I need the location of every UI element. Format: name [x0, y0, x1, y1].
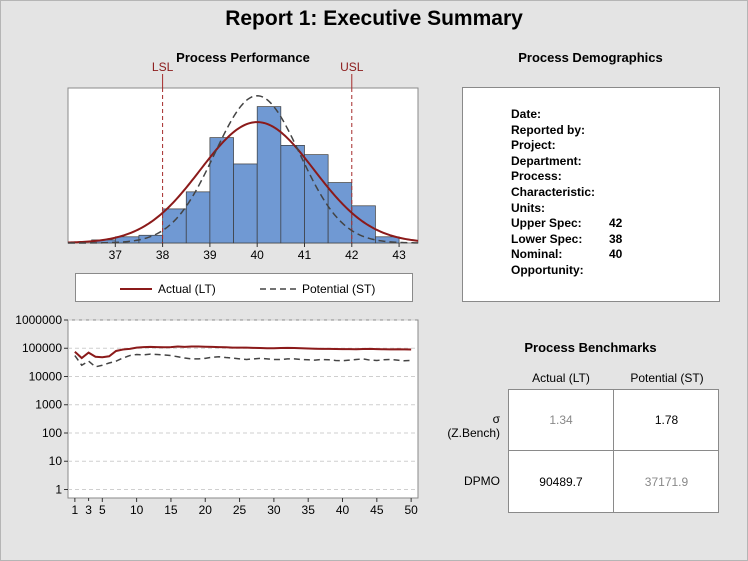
demographic-label: Lower Spec:	[511, 231, 583, 246]
legend-actual: Actual (LT)	[120, 282, 216, 296]
dpmo-actual-cell: 90489.7	[509, 451, 614, 512]
histogram-bar	[375, 236, 400, 244]
lsl-label: LSL	[152, 60, 174, 74]
histogram-x-tick-label: 42	[345, 248, 359, 262]
bench-row-dpmo: DPMO	[464, 474, 500, 488]
trend-x-tick-label: 40	[336, 503, 350, 517]
potential-curve	[68, 94, 419, 244]
trend-x-tick-label: 30	[267, 503, 281, 517]
demographic-label: Opportunity:	[511, 262, 584, 277]
bench-sigma-sub: (Z.Bench)	[447, 426, 500, 440]
demographic-row: Opportunity:	[511, 263, 622, 279]
bench-sigma-symbol: σ	[492, 412, 500, 426]
demographic-label: Characteristic:	[511, 184, 596, 199]
trend-y-tick-label: 1	[55, 482, 62, 496]
trend-y-tick-label: 100	[42, 426, 62, 440]
trend-x-tick-label: 25	[233, 503, 247, 517]
bench-col-actual: Actual (LT)	[532, 371, 590, 385]
histogram-x-tick-label: 41	[298, 248, 312, 262]
process-performance-title: Process Performance	[176, 50, 310, 65]
actual-curve	[67, 121, 419, 244]
trend-y-tick-label: 10	[49, 454, 63, 468]
legend-potential-swatch	[260, 288, 296, 290]
trend-y-tick-label: 10000	[29, 369, 63, 383]
trend-y-tick-label: 1000	[35, 398, 62, 412]
demographic-row: Units:	[511, 201, 622, 217]
trend-x-tick-label: 20	[199, 503, 213, 517]
process-benchmarks-title: Process Benchmarks	[524, 340, 657, 355]
demographic-label: Process:	[511, 169, 562, 184]
demographic-row: Reported by:	[511, 123, 622, 139]
trend-x-tick-label: 50	[404, 503, 418, 517]
trend-y-tick-label: 1000000	[15, 313, 62, 327]
demographic-value: 38	[609, 231, 623, 246]
trend-x-tick-label: 35	[302, 503, 316, 517]
demographics-list: Date: Reported by: Project: Department: Proc…	[511, 107, 622, 279]
histogram-x-tick-label: 37	[109, 248, 123, 262]
actual-dpmo-line	[74, 345, 412, 360]
legend-actual-swatch	[120, 288, 152, 290]
demographic-row: Nominal: 40	[511, 247, 622, 263]
demographic-row: Date:	[511, 107, 622, 123]
histogram-chart: LSL USL 37 38 39 40 41 42 43	[67, 60, 419, 262]
legend-actual-label: Actual (LT)	[158, 282, 216, 296]
demographic-row: Project:	[511, 138, 622, 154]
demographic-row: Characteristic:	[511, 185, 622, 201]
demographic-label: Project:	[511, 138, 556, 153]
histogram-x-tick-label: 38	[156, 248, 170, 262]
trend-x-tick-label: 15	[164, 503, 178, 517]
legend-potential: Potential (ST)	[260, 282, 375, 296]
dpmo-potential-cell: 37171.9	[644, 474, 689, 489]
demographic-row: Lower Spec: 38	[511, 232, 622, 248]
trend-x-tick-label: 1	[72, 503, 79, 517]
benchmarks-table: 1.34 1.78 90489.7 37171.9	[508, 389, 719, 513]
performance-legend: Actual (LT) Potential (ST)	[75, 273, 413, 302]
usl-label: USL	[340, 60, 364, 74]
trend-x-minor-label: 3	[85, 503, 92, 517]
demographic-label: Units:	[511, 200, 545, 215]
demographic-value: 40	[609, 247, 623, 262]
demographic-label: Department:	[511, 153, 582, 168]
trend-x-tick-label: 10	[130, 503, 144, 517]
report-title: Report 1: Executive Summary	[225, 7, 523, 30]
process-demographics-title: Process Demographics	[518, 50, 663, 65]
histogram-x-tick-label: 39	[203, 248, 217, 262]
histogram-x-tick-label: 43	[392, 248, 406, 262]
demographic-row: Upper Spec: 42	[511, 216, 622, 232]
demographic-row: Department:	[511, 154, 622, 170]
histogram-x-tick-label: 40	[251, 248, 265, 262]
trend-x-tick-label: 5	[99, 503, 106, 517]
demographic-label: Upper Spec:	[511, 216, 582, 231]
demographic-row: Process:	[511, 169, 622, 185]
bench-row-sigma: σ (Z.Bench)	[430, 412, 500, 440]
demographic-label: Reported by:	[511, 122, 586, 137]
legend-potential-label: Potential (ST)	[302, 282, 376, 296]
demographic-label: Date:	[511, 107, 542, 121]
demographic-label: Nominal:	[511, 247, 563, 262]
sigma-actual-cell: 1.34	[509, 390, 614, 451]
bench-col-potential: Potential (ST)	[630, 371, 704, 385]
demographic-value: 42	[609, 216, 623, 231]
sigma-potential-cell: 1.78	[614, 390, 719, 451]
trend-y-tick-label: 100000	[22, 341, 62, 355]
demographics-panel: Date: Reported by: Project: Department: Proc…	[462, 87, 720, 302]
potential-dpmo-line	[74, 353, 412, 368]
trend-x-tick-label: 45	[370, 503, 384, 517]
